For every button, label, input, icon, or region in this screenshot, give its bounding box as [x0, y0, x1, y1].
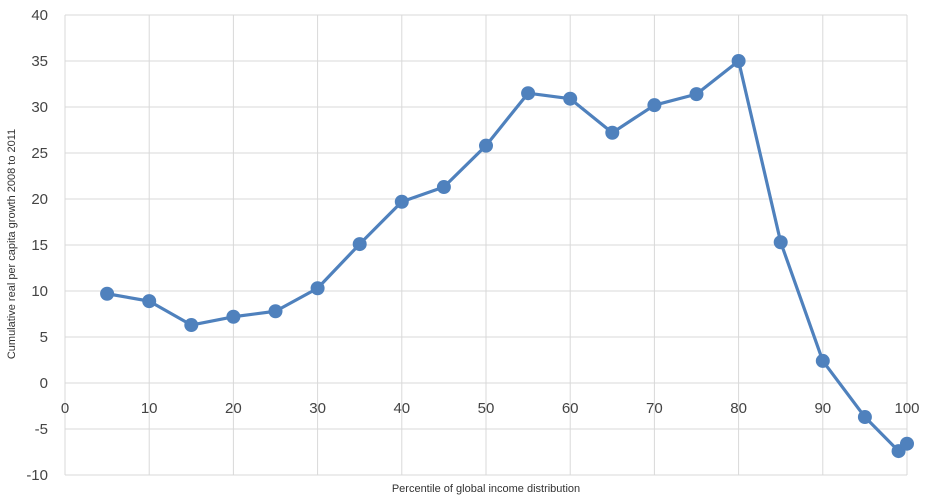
y-tick-label: 5: [40, 329, 48, 346]
data-point: [479, 138, 493, 153]
data-point: [689, 87, 704, 102]
x-tick-label: 70: [646, 400, 663, 417]
x-tick-labels: 0 10 20 30 40 50 60 70 80 90 100: [61, 400, 920, 417]
y-tick-label: 30: [31, 99, 48, 116]
y-tick-label: 15: [31, 237, 48, 254]
y-tick-label: 40: [31, 7, 48, 24]
x-tick-label: 20: [225, 400, 242, 417]
y-tick-labels: -10 -5 0 5 10 15 20 25 30 35 40: [26, 7, 48, 484]
data-point: [731, 54, 746, 68]
data-point: [226, 309, 241, 324]
data-point: [100, 286, 115, 301]
y-tick-label: -10: [26, 467, 48, 484]
data-point: [521, 86, 536, 101]
x-tick-label: 30: [309, 400, 326, 417]
y-tick-label: 0: [40, 375, 48, 392]
data-point: [352, 237, 367, 252]
y-tick-label: 10: [31, 283, 48, 300]
x-tick-label: 90: [814, 400, 831, 417]
data-point: [563, 91, 578, 106]
y-tick-label: 25: [31, 145, 48, 162]
series-line: [105, 59, 909, 453]
x-tick-label: 10: [141, 400, 158, 417]
y-tick-label: 20: [31, 191, 48, 208]
data-point: [142, 294, 157, 309]
x-tick-label: 0: [61, 400, 69, 417]
y-tick-label: -5: [35, 421, 48, 438]
data-point: [184, 318, 199, 333]
data-point: [605, 125, 620, 140]
data-point: [268, 304, 283, 319]
series-layer: [100, 54, 914, 459]
data-point: [647, 98, 662, 113]
x-axis-title: Percentile of global income distribution: [392, 483, 580, 495]
data-point: [773, 235, 788, 250]
data-point: [394, 194, 409, 209]
data-point: [900, 436, 914, 451]
x-tick-label: 40: [393, 400, 410, 417]
x-tick-label: 80: [730, 400, 747, 417]
data-point: [857, 410, 872, 425]
y-tick-label: 35: [31, 53, 48, 70]
x-tick-label: 100: [894, 400, 919, 417]
data-point: [815, 353, 830, 368]
gridlines: [64, 14, 908, 476]
x-tick-label: 60: [562, 400, 579, 417]
data-point: [436, 180, 451, 195]
y-axis-title: Cumulative real per capita growth 2008 t…: [6, 129, 18, 359]
data-point: [310, 281, 325, 296]
x-tick-label: 50: [478, 400, 495, 417]
